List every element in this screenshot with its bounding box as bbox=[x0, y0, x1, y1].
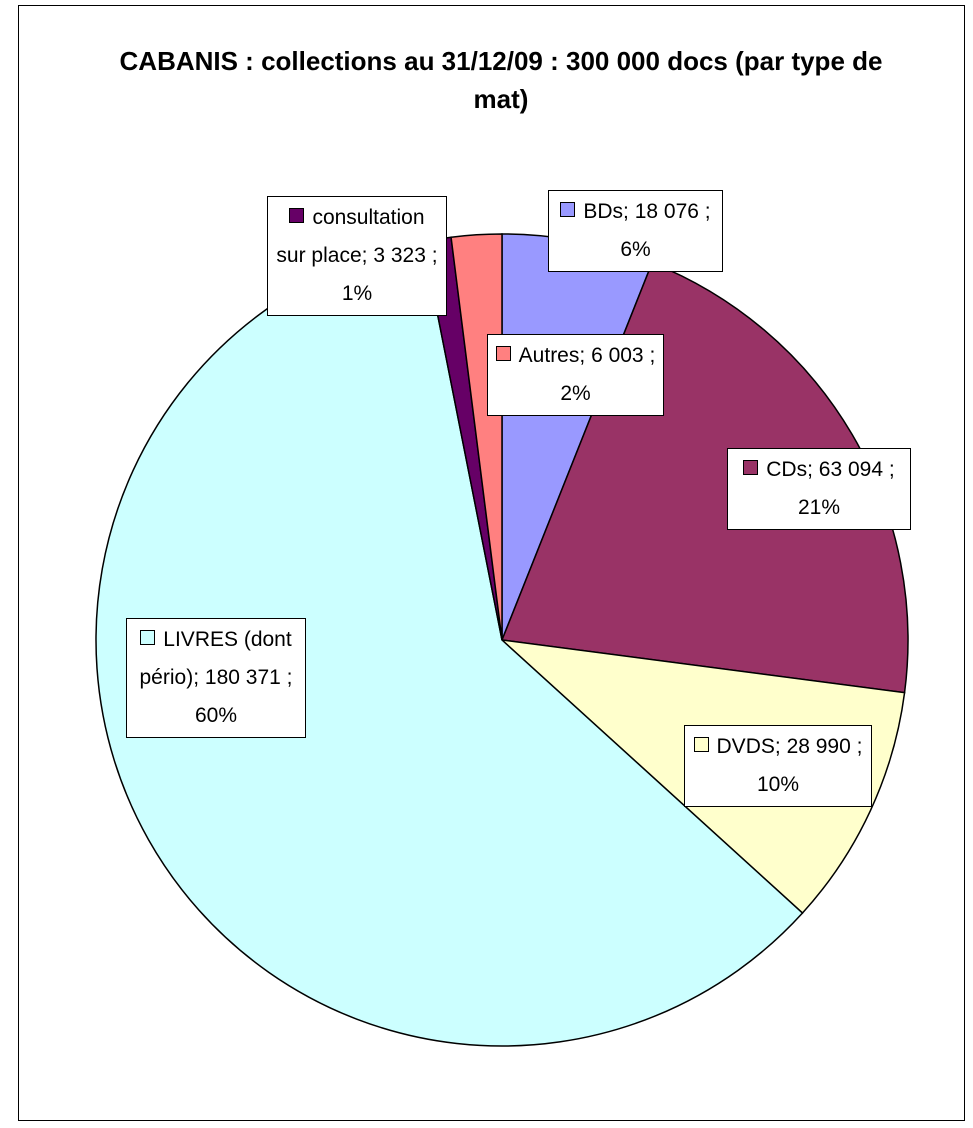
separator: ; bbox=[888, 458, 895, 481]
data-label: CDs; 63 094 ; 21% bbox=[727, 448, 911, 530]
separator: ; bbox=[361, 244, 368, 267]
legend-swatch bbox=[743, 460, 759, 475]
data-label: DVDS; 28 990 ; 10% bbox=[684, 725, 872, 807]
data-label: Autres; 6 003 ; 2% bbox=[487, 334, 664, 416]
percent-label: 60% bbox=[194, 704, 238, 727]
legend-swatch bbox=[140, 630, 156, 645]
separator: ; bbox=[807, 458, 813, 481]
value-label: 3 323 bbox=[373, 244, 426, 267]
separator: ; bbox=[431, 244, 438, 267]
chart-frame bbox=[18, 5, 965, 1121]
category-label: CDs bbox=[766, 458, 808, 481]
category-label: consultation sur place bbox=[276, 206, 425, 267]
data-label: LIVRES (dont pério); 180 371 ; 60% bbox=[126, 618, 306, 738]
value-label: 18 076 bbox=[634, 200, 699, 223]
category-label: DVDS bbox=[716, 735, 775, 758]
legend-swatch bbox=[693, 737, 709, 752]
separator: ; bbox=[286, 666, 293, 689]
value-label: 28 990 bbox=[786, 735, 851, 758]
value-label: 63 094 bbox=[818, 458, 884, 481]
category-label: LIVRES (dont pério) bbox=[139, 628, 292, 689]
legend-swatch bbox=[495, 346, 511, 361]
separator: ; bbox=[856, 735, 863, 758]
pie-slice bbox=[95, 240, 804, 1047]
separator: ; bbox=[623, 200, 629, 223]
separator: ; bbox=[704, 200, 711, 223]
category-label: Autres bbox=[518, 344, 580, 367]
legend-swatch bbox=[560, 202, 576, 217]
separator: ; bbox=[649, 344, 656, 367]
legend-swatch bbox=[289, 208, 305, 223]
chart-title: CABANIS : collections au 31/12/09 : 300 … bbox=[119, 46, 883, 114]
percent-label: 1% bbox=[341, 282, 373, 305]
data-label: consultation sur place; 3 323 ; 1% bbox=[267, 196, 447, 316]
percent-label: 21% bbox=[797, 496, 841, 519]
separator: ; bbox=[774, 735, 781, 758]
category-label: BDs bbox=[583, 200, 624, 223]
separator: ; bbox=[579, 344, 586, 367]
percent-label: 2% bbox=[560, 382, 591, 405]
pie-slice bbox=[500, 261, 909, 694]
percent-label: 6% bbox=[620, 238, 651, 261]
separator: ; bbox=[193, 666, 200, 689]
value-label: 180 371 bbox=[204, 666, 281, 689]
data-label: BDs; 18 076 ; 6% bbox=[548, 190, 723, 272]
value-label: 6 003 bbox=[591, 344, 644, 367]
percent-label: 10% bbox=[756, 773, 800, 796]
